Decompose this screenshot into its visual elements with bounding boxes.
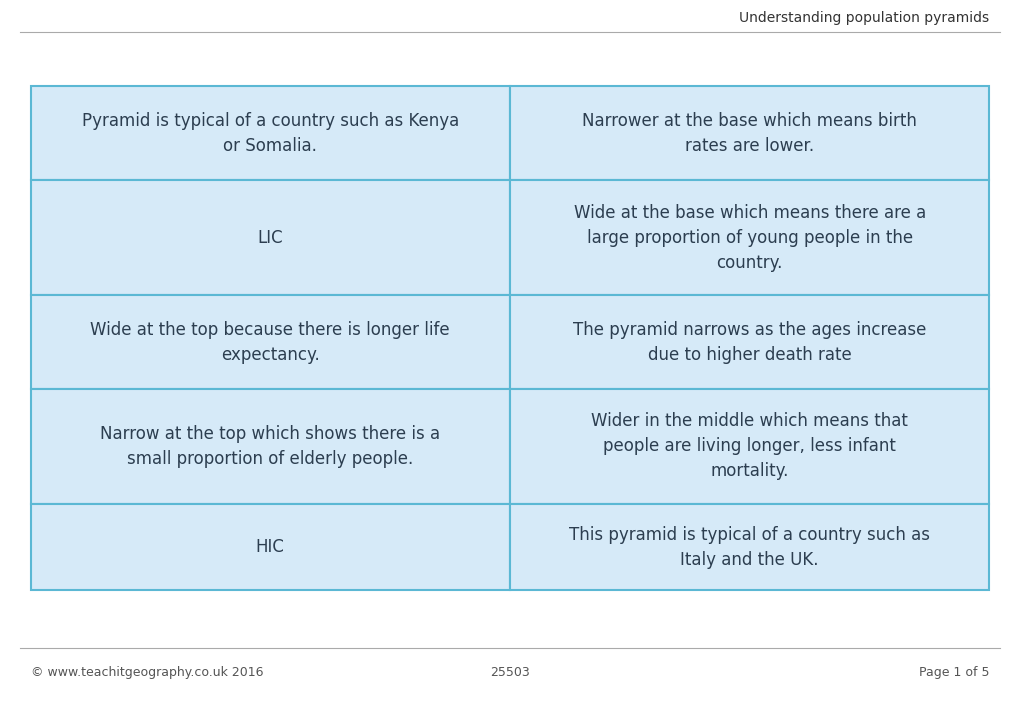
Text: Wider in the middle which means that
people are living longer, less infant
morta: Wider in the middle which means that peo…	[591, 413, 907, 480]
Text: Narrow at the top which shows there is a
small proportion of elderly people.: Narrow at the top which shows there is a…	[100, 425, 440, 468]
Text: LIC: LIC	[257, 229, 283, 247]
FancyBboxPatch shape	[31, 504, 509, 590]
Text: 25503: 25503	[490, 666, 529, 679]
FancyBboxPatch shape	[510, 86, 988, 180]
Text: HIC: HIC	[256, 539, 284, 557]
FancyBboxPatch shape	[31, 295, 509, 389]
Text: Understanding population pyramids: Understanding population pyramids	[739, 12, 988, 25]
Text: Page 1 of 5: Page 1 of 5	[918, 666, 988, 679]
Text: Pyramid is typical of a country such as Kenya
or Somalia.: Pyramid is typical of a country such as …	[82, 112, 459, 155]
Text: Wide at the top because there is longer life
expectancy.: Wide at the top because there is longer …	[91, 320, 449, 364]
Text: This pyramid is typical of a country such as
Italy and the UK.: This pyramid is typical of a country suc…	[569, 526, 929, 569]
Text: © www.teachitgeography.co.uk 2016: © www.teachitgeography.co.uk 2016	[31, 666, 263, 679]
FancyBboxPatch shape	[31, 86, 509, 180]
FancyBboxPatch shape	[510, 295, 988, 389]
Text: Wide at the base which means there are a
large proportion of young people in the: Wide at the base which means there are a…	[573, 204, 925, 271]
FancyBboxPatch shape	[510, 389, 988, 504]
FancyBboxPatch shape	[31, 389, 509, 504]
FancyBboxPatch shape	[510, 504, 988, 590]
FancyBboxPatch shape	[510, 180, 988, 295]
Text: The pyramid narrows as the ages increase
due to higher death rate: The pyramid narrows as the ages increase…	[573, 320, 925, 364]
FancyBboxPatch shape	[31, 180, 509, 295]
Text: Narrower at the base which means birth
rates are lower.: Narrower at the base which means birth r…	[582, 112, 916, 155]
